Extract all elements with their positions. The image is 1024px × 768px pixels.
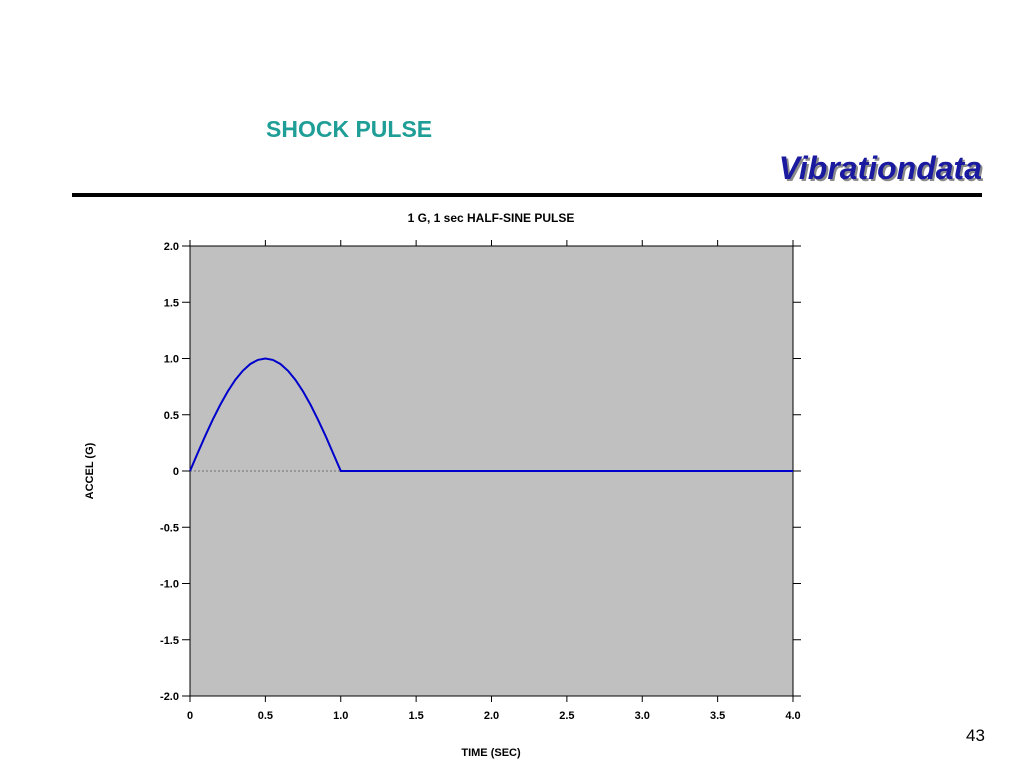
brand-logo: Vibrationdata [778,150,982,186]
x-tick-label: 0 [187,710,193,722]
x-tick-label: 2.5 [559,710,574,722]
x-tick-label: 1.5 [408,710,423,722]
x-tick-label: 4.0 [785,710,800,722]
series-line [189,357,793,472]
page-number: 43 [966,726,985,745]
y-tick-label: 1.5 [164,297,179,309]
y-tick-label: -1.0 [160,579,179,591]
x-tick-label: 3.5 [710,710,725,722]
slide-title: SHOCK PULSE [266,116,433,142]
chart-title: 1 G, 1 sec HALF-SINE PULSE [408,211,575,225]
y-tick-label: 0.5 [164,410,179,422]
title-divider [72,193,982,197]
y-axis-label: ACCEL (G) [84,442,96,499]
x-tick-label: 3.0 [635,710,650,722]
y-tick-label: -1.5 [160,635,179,647]
x-tick-labels: 0 0.5 1.0 1.5 2.0 2.5 3.0 3.5 4.0 [187,710,801,722]
y-tick-label: -0.5 [160,522,179,534]
x-tick-label: 0.5 [258,710,273,722]
y-tick-label: -2.0 [160,691,179,703]
x-tick-label: 2.0 [484,710,499,722]
y-tick-label: 1.0 [164,354,179,366]
axis-ticks [182,240,801,702]
y-tick-label: 2.0 [164,241,179,253]
x-axis-label: TIME (SEC) [461,747,521,759]
y-tick-labels: 2.0 1.5 1.0 0.5 0 -0.5 -1.0 -1.5 -2.0 [160,241,179,703]
y-tick-label: 0 [173,466,179,478]
x-tick-label: 1.0 [333,710,348,722]
